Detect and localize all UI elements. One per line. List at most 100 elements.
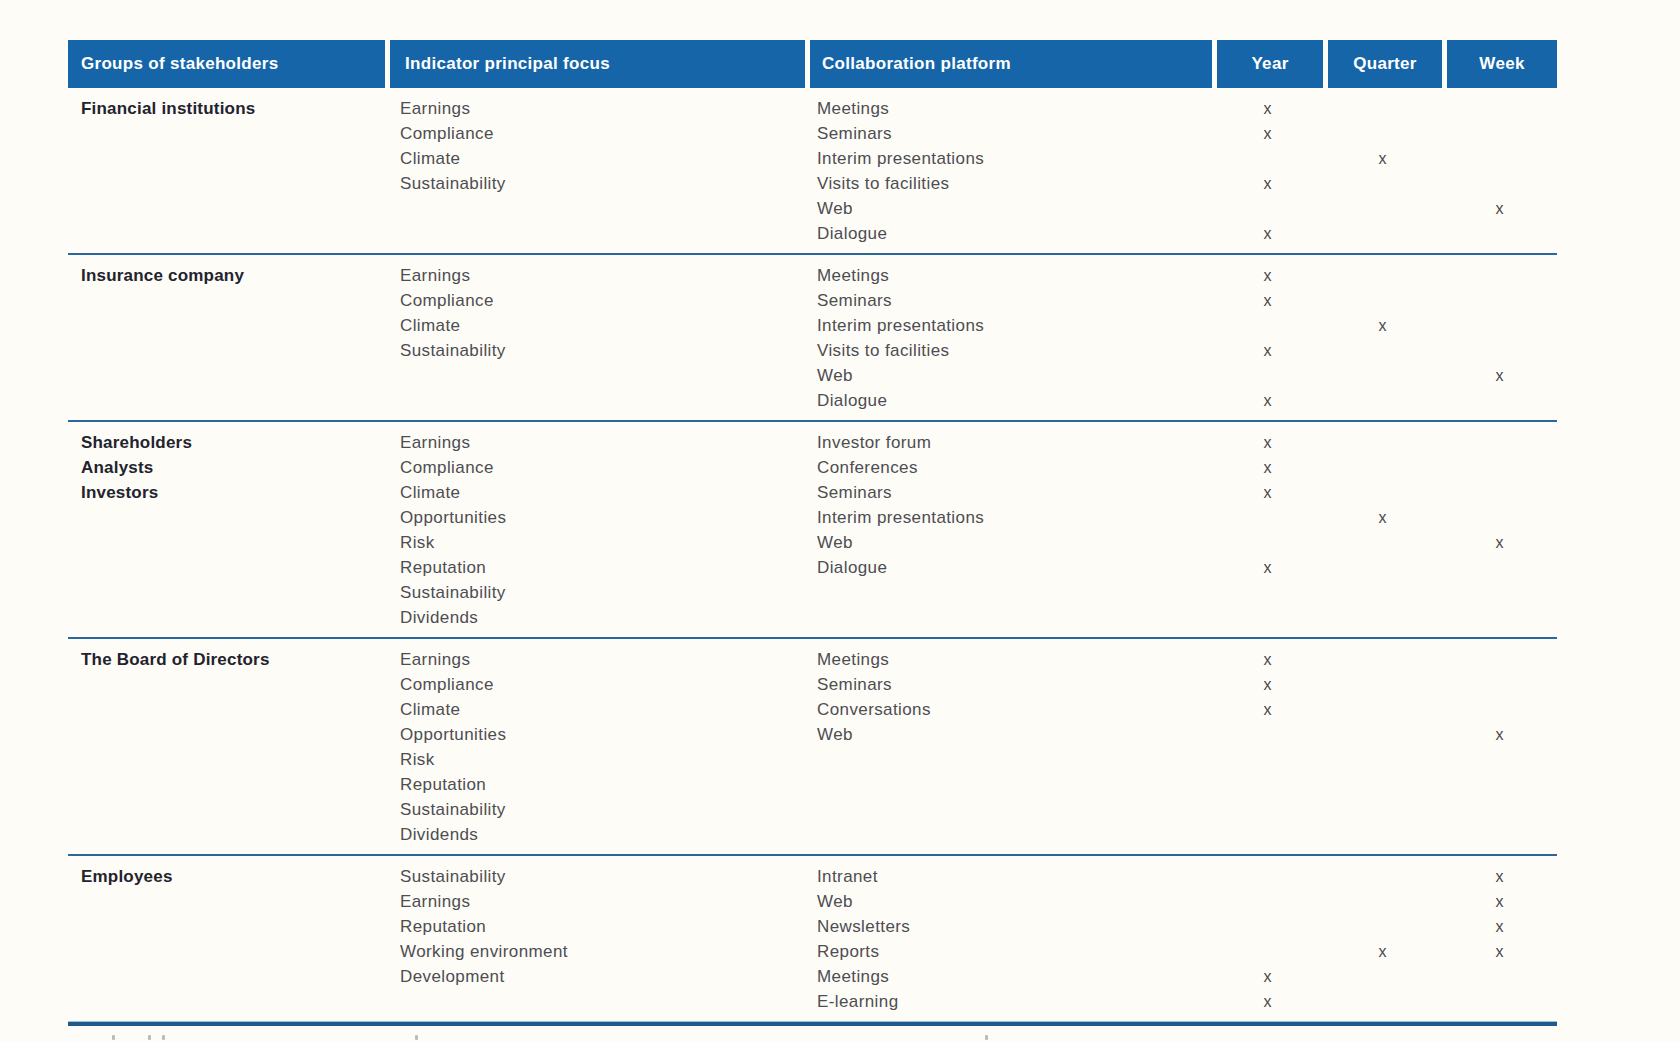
quarter-mark — [1323, 221, 1442, 246]
stakeholder-group-row: EmployeesSustainabilityEarningsReputatio… — [68, 856, 1557, 1021]
platform-name: Seminars — [805, 480, 1212, 505]
platform-name: Seminars — [805, 121, 1212, 146]
year-mark: x — [1212, 388, 1323, 413]
platform-name: Web — [805, 196, 1212, 221]
platform-row: Visits to facilitiesx — [805, 338, 1557, 363]
platform-row: Meetingsx — [805, 96, 1557, 121]
quarter-mark — [1323, 672, 1442, 697]
week-mark — [1442, 989, 1557, 1014]
year-mark — [1212, 146, 1323, 171]
platform-name: Seminars — [805, 672, 1212, 697]
indicator-item: Reputation — [385, 772, 805, 797]
indicator-item: Risk — [385, 747, 805, 772]
indicator-column: EarningsComplianceClimateSustainability — [385, 96, 805, 246]
quarter-mark — [1323, 864, 1442, 889]
indicator-item: Climate — [385, 146, 805, 171]
platform-name: Meetings — [805, 647, 1212, 672]
platform-column: Investor forumxConferencesxSeminarsxInte… — [805, 430, 1557, 630]
year-mark: x — [1212, 647, 1323, 672]
indicator-item: Working environment — [385, 939, 805, 964]
quarter-mark — [1323, 647, 1442, 672]
week-mark — [1442, 171, 1557, 196]
platform-name: Interim presentations — [805, 505, 1212, 530]
quarter-mark — [1323, 96, 1442, 121]
platform-name: Interim presentations — [805, 146, 1212, 171]
week-mark: x — [1442, 864, 1557, 889]
week-mark — [1442, 505, 1557, 530]
week-mark — [1442, 964, 1557, 989]
platform-name: Meetings — [805, 964, 1212, 989]
platform-column: MeetingsxSeminarsxInterim presentationsx… — [805, 263, 1557, 413]
year-mark — [1212, 530, 1323, 555]
indicator-item: Compliance — [385, 288, 805, 313]
indicator-item: Compliance — [385, 672, 805, 697]
quarter-mark — [1323, 889, 1442, 914]
week-mark — [1442, 697, 1557, 722]
header-quarter: Quarter — [1323, 40, 1442, 88]
platform-row: Dialoguex — [805, 555, 1557, 580]
indicator-item: Earnings — [385, 430, 805, 455]
platform-row: Conferencesx — [805, 455, 1557, 480]
cutoff-text-fragment — [68, 1026, 1557, 1040]
platform-row: Seminarsx — [805, 121, 1557, 146]
year-mark: x — [1212, 480, 1323, 505]
week-mark — [1442, 338, 1557, 363]
indicator-item: Sustainability — [385, 171, 805, 196]
platform-column: MeetingsxSeminarsxConversationsxWebx — [805, 647, 1557, 847]
platform-name: Web — [805, 889, 1212, 914]
week-mark: x — [1442, 939, 1557, 964]
header-year: Year — [1212, 40, 1323, 88]
week-mark — [1442, 313, 1557, 338]
indicator-item: Earnings — [385, 263, 805, 288]
year-mark — [1212, 722, 1323, 747]
platform-row: Interim presentations x — [805, 505, 1557, 530]
indicator-item: Sustainability — [385, 864, 805, 889]
platform-row: Dialoguex — [805, 221, 1557, 246]
platform-name: E-learning — [805, 989, 1212, 1014]
platform-row: Meetingsx — [805, 647, 1557, 672]
platform-name: Conversations — [805, 697, 1212, 722]
quarter-mark: x — [1323, 939, 1442, 964]
platform-name: Investor forum — [805, 430, 1212, 455]
year-mark: x — [1212, 338, 1323, 363]
platform-name: Newsletters — [805, 914, 1212, 939]
week-mark: x — [1442, 889, 1557, 914]
quarter-mark — [1323, 914, 1442, 939]
stakeholder-column: The Board of Directors — [68, 647, 385, 847]
year-mark: x — [1212, 964, 1323, 989]
platform-row: Meetingsx — [805, 263, 1557, 288]
platform-name: Web — [805, 363, 1212, 388]
indicator-item: Opportunities — [385, 505, 805, 530]
week-mark — [1442, 221, 1557, 246]
quarter-mark: x — [1323, 505, 1442, 530]
week-mark: x — [1442, 196, 1557, 221]
stakeholder-name: Employees — [68, 864, 385, 889]
indicator-column: EarningsComplianceClimateOpportunitiesRi… — [385, 430, 805, 630]
year-mark — [1212, 864, 1323, 889]
year-mark — [1212, 196, 1323, 221]
year-mark — [1212, 914, 1323, 939]
platform-name: Intranet — [805, 864, 1212, 889]
table-body: Financial institutionsEarningsCompliance… — [68, 88, 1557, 1021]
indicator-item: Development — [385, 964, 805, 989]
year-mark: x — [1212, 455, 1323, 480]
week-mark — [1442, 555, 1557, 580]
stakeholder-name: Analysts — [68, 455, 385, 480]
indicator-item: Reputation — [385, 914, 805, 939]
platform-row: Meetingsx — [805, 964, 1557, 989]
year-mark: x — [1212, 121, 1323, 146]
platform-row: Webx — [805, 722, 1557, 747]
year-mark — [1212, 363, 1323, 388]
quarter-mark — [1323, 171, 1442, 196]
platform-name: Dialogue — [805, 555, 1212, 580]
platform-row: Visits to facilitiesx — [805, 171, 1557, 196]
quarter-mark: x — [1323, 313, 1442, 338]
platform-name: Dialogue — [805, 388, 1212, 413]
indicator-item: Sustainability — [385, 580, 805, 605]
week-mark — [1442, 480, 1557, 505]
week-mark — [1442, 647, 1557, 672]
indicator-item: Risk — [385, 530, 805, 555]
platform-name: Seminars — [805, 288, 1212, 313]
header-collaboration-platform: Collaboration platform — [805, 40, 1212, 88]
platform-row: Newslettersx — [805, 914, 1557, 939]
